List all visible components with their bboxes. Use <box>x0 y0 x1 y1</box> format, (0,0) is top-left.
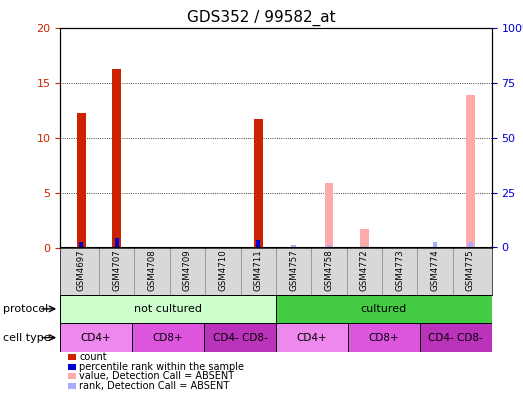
Bar <box>77 113 86 248</box>
Bar <box>291 245 295 248</box>
Bar <box>115 238 119 248</box>
Text: GSM4772: GSM4772 <box>360 249 369 291</box>
Bar <box>327 245 331 248</box>
Text: protocol: protocol <box>3 304 48 314</box>
Text: GSM4757: GSM4757 <box>289 249 298 291</box>
Bar <box>362 246 367 248</box>
Bar <box>276 323 348 352</box>
Bar <box>419 323 492 352</box>
Text: GSM4710: GSM4710 <box>218 249 228 291</box>
Text: value, Detection Call = ABSENT: value, Detection Call = ABSENT <box>79 371 235 381</box>
Text: GSM4773: GSM4773 <box>395 249 404 291</box>
Bar <box>204 323 276 352</box>
Text: CD8+: CD8+ <box>153 333 184 343</box>
Bar <box>324 183 333 248</box>
Text: CD4+: CD4+ <box>297 333 327 343</box>
Bar <box>254 119 263 248</box>
Text: percentile rank within the sample: percentile rank within the sample <box>79 362 244 372</box>
Bar <box>276 295 492 323</box>
Bar <box>360 229 369 248</box>
Bar <box>348 323 419 352</box>
Bar <box>112 69 121 248</box>
Text: cell type: cell type <box>3 333 50 343</box>
Text: CD8+: CD8+ <box>368 333 399 343</box>
Text: not cultured: not cultured <box>134 304 202 314</box>
Text: GSM4774: GSM4774 <box>430 249 439 291</box>
Bar <box>466 95 475 248</box>
Text: GSM4758: GSM4758 <box>324 249 334 291</box>
Bar <box>60 295 276 323</box>
Text: CD4+: CD4+ <box>81 333 111 343</box>
Text: cultured: cultured <box>361 304 407 314</box>
Bar <box>433 242 437 248</box>
Bar <box>132 323 204 352</box>
Bar <box>256 240 260 248</box>
Text: CD4- CD8-: CD4- CD8- <box>212 333 267 343</box>
Text: GSM4697: GSM4697 <box>77 249 86 291</box>
Bar <box>468 242 472 248</box>
Text: count: count <box>79 352 107 362</box>
Bar <box>60 323 132 352</box>
Text: GSM4711: GSM4711 <box>254 249 263 291</box>
Text: rank, Detection Call = ABSENT: rank, Detection Call = ABSENT <box>79 381 230 391</box>
Text: GSM4775: GSM4775 <box>466 249 475 291</box>
Text: GSM4707: GSM4707 <box>112 249 121 291</box>
Text: GSM4708: GSM4708 <box>147 249 156 291</box>
Bar <box>79 242 84 248</box>
Text: CD4- CD8-: CD4- CD8- <box>428 333 483 343</box>
Text: GSM4709: GSM4709 <box>183 249 192 291</box>
Text: GDS352 / 99582_at: GDS352 / 99582_at <box>187 10 336 26</box>
